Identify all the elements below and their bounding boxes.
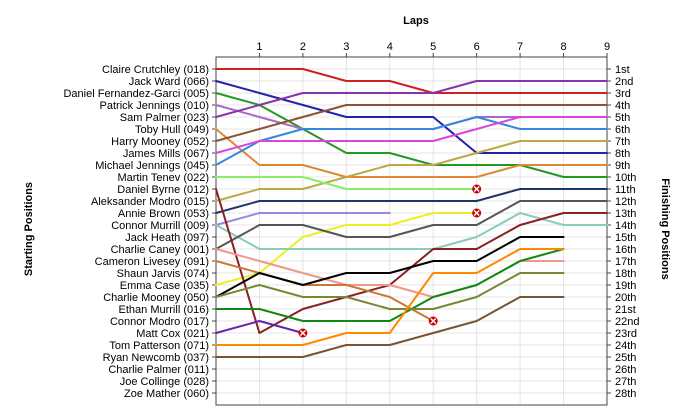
series-line	[215, 260, 435, 322]
starting-position-label: Jack Ward (066)	[129, 76, 209, 88]
finishing-position-label: 25th	[615, 352, 636, 364]
finishing-position-label: 15th	[615, 232, 636, 244]
finishing-position-label: 27th	[615, 376, 636, 388]
retired-marker	[428, 316, 438, 326]
starting-position-label: James Mills (067)	[123, 148, 209, 160]
finishing-position-label: 22nd	[615, 316, 639, 328]
series-line	[215, 68, 608, 94]
series-line	[215, 128, 608, 178]
x-tick-label: 9	[604, 41, 610, 53]
x-tick-label: 2	[300, 41, 306, 53]
retired-marker	[298, 328, 308, 338]
starting-position-label: Daniel Byrne (012)	[117, 184, 209, 196]
starting-position-label: Shaun Jarvis (074)	[117, 268, 209, 280]
x-tick-label: 6	[474, 41, 480, 53]
starting-position-label: Matt Cox (021)	[136, 328, 209, 340]
finishing-position-label: 3rd	[615, 88, 631, 100]
starting-position-label: Toby Hull (049)	[135, 124, 209, 136]
starting-position-label: Charlie Caney (001)	[111, 244, 209, 256]
x-tick-label: 5	[430, 41, 436, 53]
x-tick-label: 1	[256, 41, 262, 53]
finishing-position-label: 17th	[615, 256, 636, 268]
starting-position-label: Zoe Mather (060)	[124, 388, 209, 400]
starting-position-label: Aleksander Modro (015)	[91, 196, 209, 208]
finishing-position-label: 20th	[615, 292, 636, 304]
starting-position-label: Jack Heath (097)	[125, 232, 209, 244]
series-line	[215, 248, 565, 346]
finishing-position-label: 13th	[615, 208, 636, 220]
finishing-position-label: 1st	[615, 64, 630, 76]
x-tick-label: 8	[560, 41, 566, 53]
series-line	[215, 176, 478, 190]
plot-frame	[215, 56, 608, 406]
x-tick-label: 3	[343, 41, 349, 53]
starting-position-label: Martin Tenev (022)	[117, 172, 209, 184]
finishing-position-label: 10th	[615, 172, 636, 184]
finishing-position-label: 7th	[615, 136, 630, 148]
left-axis-title: Starting Positions	[23, 182, 35, 276]
finishing-position-label: 18th	[615, 268, 636, 280]
starting-position-label: Tom Patterson (071)	[109, 340, 209, 352]
starting-position-label: Emma Case (035)	[120, 280, 209, 292]
finishing-position-label: 4th	[615, 100, 630, 112]
series-line	[215, 104, 608, 142]
x-tick-label: 7	[517, 41, 523, 53]
finishing-position-label: 2nd	[615, 76, 633, 88]
series-line	[215, 116, 608, 166]
starting-position-label: Ethan Murrill (016)	[119, 304, 209, 316]
retired-marker-cross	[299, 329, 306, 337]
finishing-position-label: 26th	[615, 364, 636, 376]
finishing-position-label: 19th	[615, 280, 636, 292]
finishing-position-label: 6th	[615, 124, 630, 136]
series-line	[215, 200, 608, 250]
retired-marker-cross	[430, 317, 437, 325]
series-line	[215, 236, 565, 298]
finishing-position-label: 24th	[615, 340, 636, 352]
series-line	[215, 80, 608, 118]
finishing-position-label: 9th	[615, 160, 630, 172]
finishing-position-label: 11th	[615, 184, 636, 196]
finishing-position-label: 12th	[615, 196, 636, 208]
series-line	[215, 320, 304, 334]
retired-marker	[472, 208, 482, 218]
x-axis-title: Laps	[403, 15, 429, 27]
x-tick-label: 4	[387, 41, 393, 53]
right-axis-title: Finishing Positions	[659, 178, 671, 279]
finishing-position-label: 5th	[615, 112, 630, 124]
starting-position-label: Patrick Jennings (010)	[100, 100, 209, 112]
series-line	[215, 92, 608, 178]
series-line	[215, 248, 565, 322]
starting-position-label: Harry Mooney (052)	[111, 136, 209, 148]
retired-marker-cross	[473, 209, 480, 217]
starting-position-label: Connor Murrill (009)	[111, 220, 209, 232]
starting-position-label: Charlie Mooney (050)	[103, 292, 209, 304]
retired-marker-cross	[473, 185, 480, 193]
finishing-position-label: 14th	[615, 220, 636, 232]
starting-position-label: Annie Brown (053)	[118, 208, 209, 220]
series-line	[215, 140, 608, 202]
finishing-position-label: 23rd	[615, 328, 637, 340]
series-line	[215, 296, 565, 358]
starting-position-label: Cameron Livesey (091)	[95, 256, 209, 268]
finishing-position-label: 21st	[615, 304, 636, 316]
retired-marker	[472, 184, 482, 194]
starting-position-label: Claire Crutchley (018)	[102, 64, 209, 76]
starting-position-label: Connor Modro (017)	[110, 316, 209, 328]
starting-position-label: Joe Collinge (028)	[120, 376, 209, 388]
starting-position-label: Daniel Fernandez-Garci (005)	[63, 88, 209, 100]
starting-position-label: Sam Palmer (023)	[120, 112, 209, 124]
starting-position-label: Charlie Palmer (011)	[108, 364, 209, 376]
series-line	[215, 188, 608, 214]
series-line	[215, 212, 391, 226]
series-lines	[215, 68, 608, 358]
starting-position-label: Ryan Newcomb (037)	[103, 352, 209, 364]
series-line	[215, 116, 608, 154]
finishing-position-label: 8th	[615, 148, 630, 160]
finishing-position-label: 16th	[615, 244, 636, 256]
finishing-position-label: 28th	[615, 388, 636, 400]
starting-position-label: Michael Jennings (045)	[95, 160, 209, 172]
series-line	[215, 272, 565, 310]
